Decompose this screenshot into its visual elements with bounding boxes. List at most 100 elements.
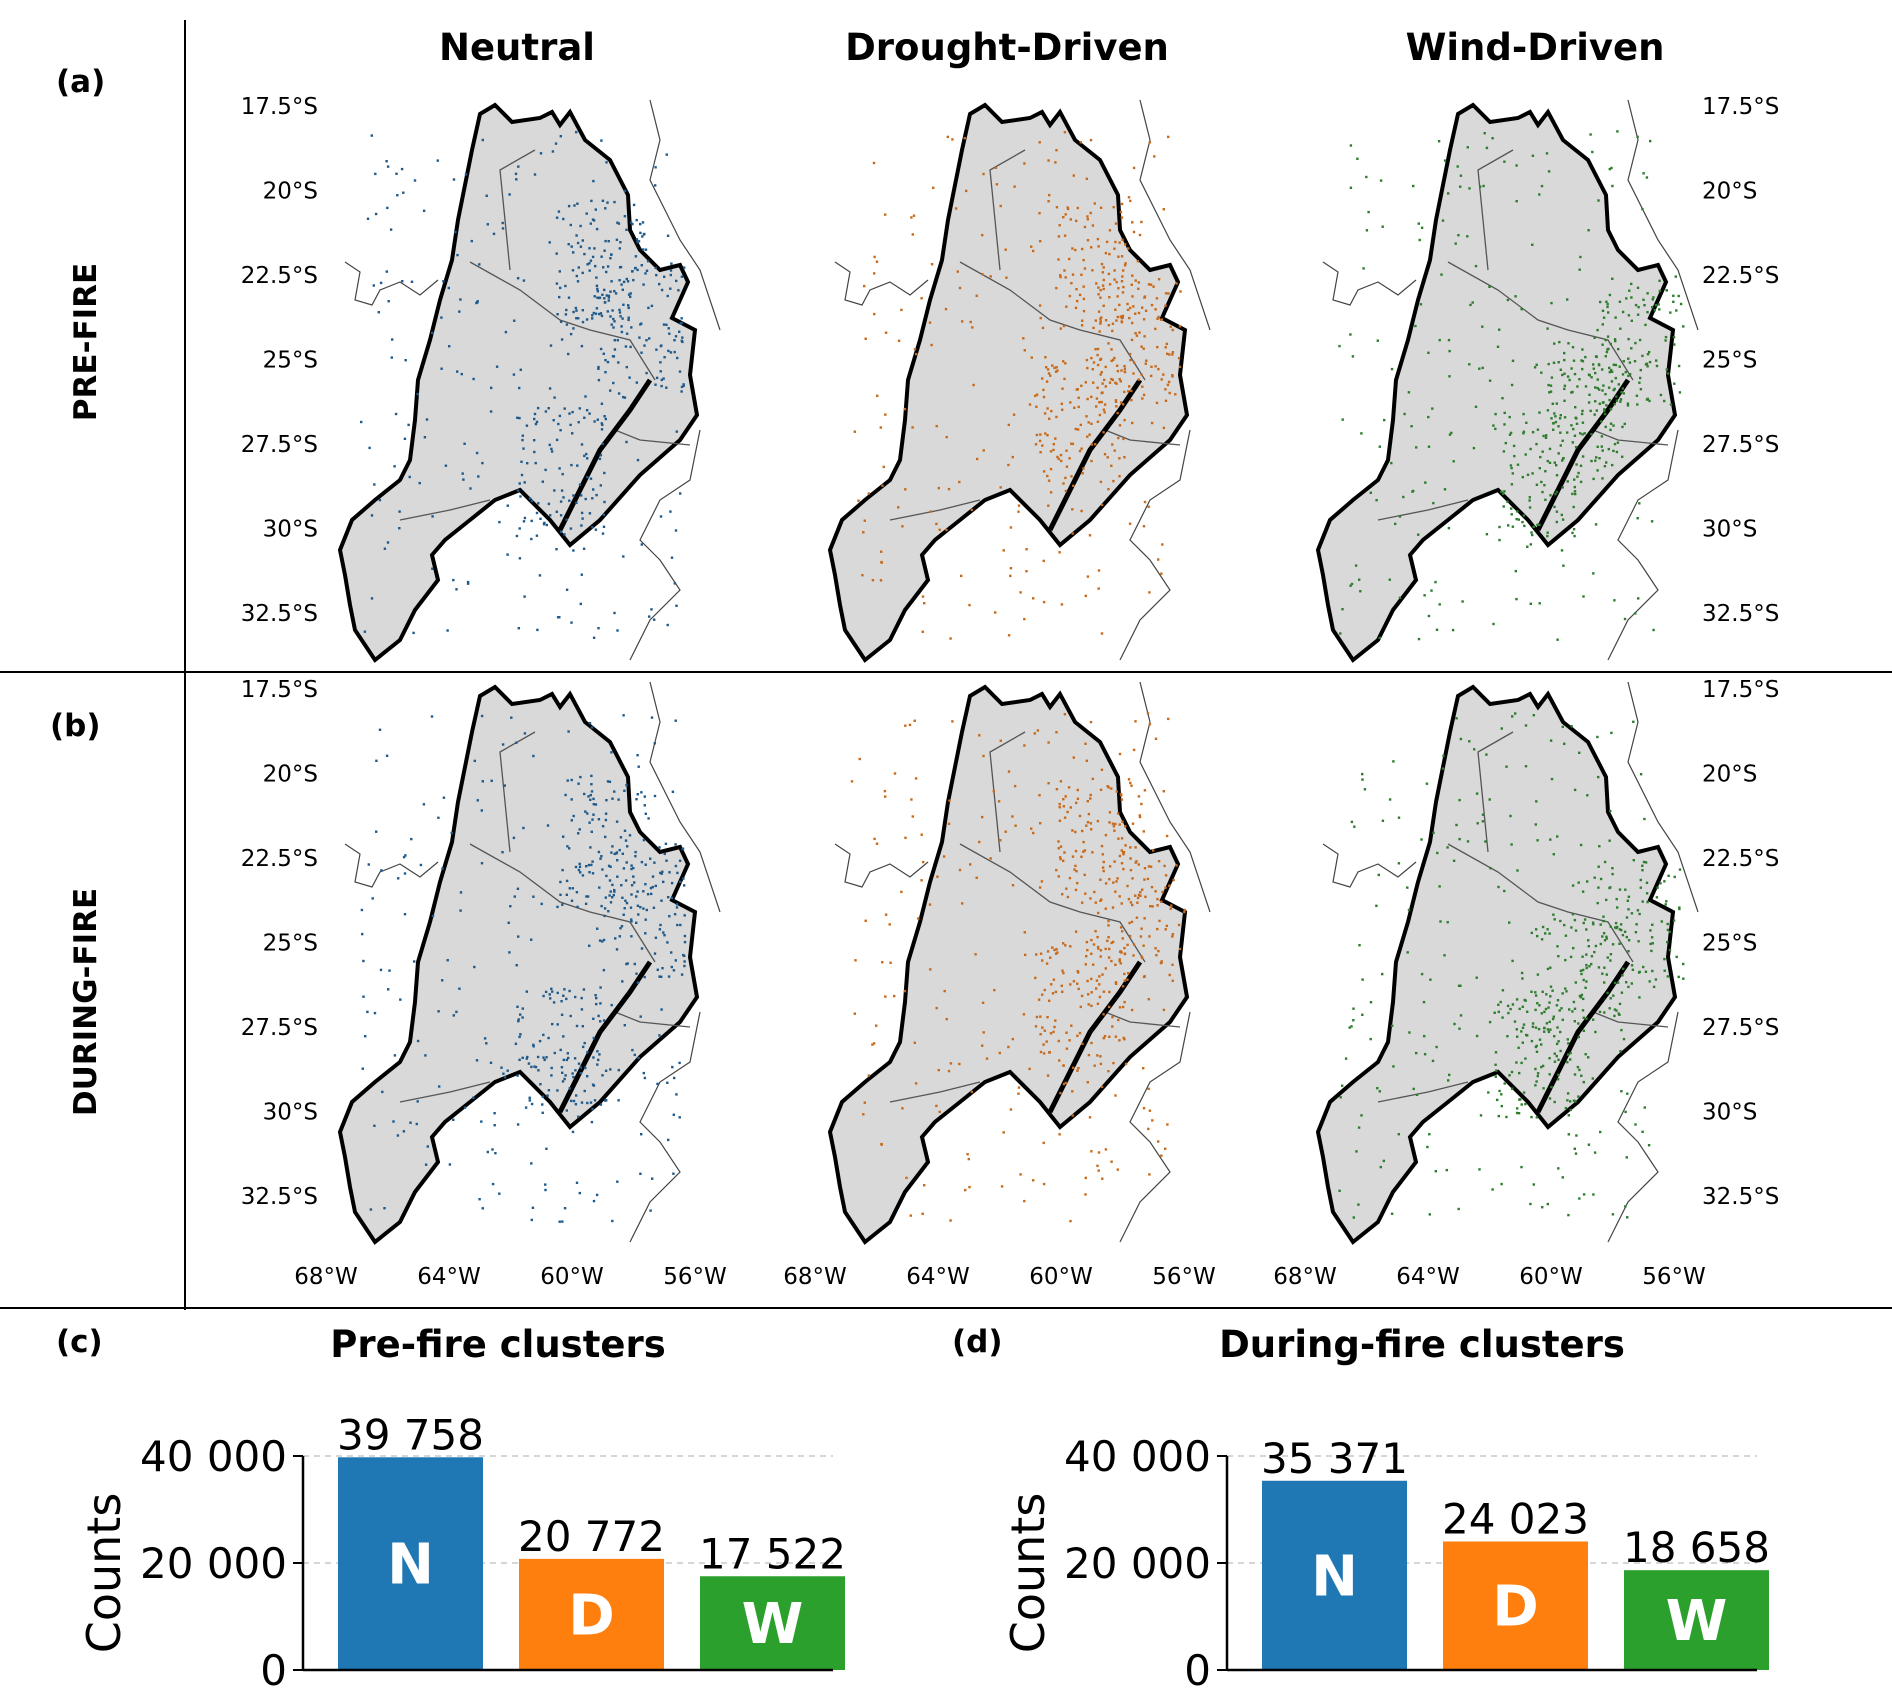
cluster-pixel	[616, 339, 619, 342]
cluster-pixel	[1628, 289, 1631, 292]
cluster-pixel	[1112, 940, 1115, 944]
cluster-pixel	[1512, 444, 1516, 448]
cluster-pixel	[1123, 456, 1126, 459]
cluster-pixel	[1023, 931, 1026, 934]
cluster-pixel	[565, 323, 569, 326]
cluster-pixel	[1164, 886, 1167, 889]
cluster-pixel	[1511, 1087, 1514, 1090]
cluster-pixel	[532, 1045, 535, 1048]
cluster-pixel	[580, 1008, 584, 1011]
cluster-pixel	[876, 394, 879, 397]
cluster-pixel	[621, 852, 624, 855]
cluster-pixel	[556, 1023, 559, 1026]
cluster-pixel	[1070, 282, 1073, 285]
cluster-pixel	[1009, 1108, 1013, 1111]
row-label-during-fire: DURING-FIRE	[68, 888, 104, 1116]
cluster-pixel	[1007, 770, 1011, 773]
cluster-pixel	[1516, 463, 1520, 466]
cluster-pixel	[1121, 937, 1124, 940]
cluster-pixel	[1071, 508, 1074, 511]
cluster-pixel	[1354, 564, 1358, 567]
cluster-pixel	[903, 407, 907, 411]
cluster-pixel	[508, 951, 511, 954]
cluster-pixel	[1154, 890, 1157, 893]
cluster-pixel	[1513, 454, 1516, 458]
cluster-pixel	[545, 1147, 548, 1150]
cluster-pixel	[494, 1152, 497, 1155]
cluster-pixel	[1119, 315, 1122, 318]
cluster-pixel	[644, 918, 647, 921]
cluster-pixel	[1479, 185, 1482, 188]
cluster-pixel	[375, 759, 378, 762]
cluster-pixel	[360, 420, 363, 424]
cluster-pixel	[602, 266, 605, 269]
cluster-pixel	[673, 582, 677, 585]
cluster-pixel	[586, 812, 589, 815]
cluster-pixel	[559, 1048, 562, 1052]
cluster-pixel	[935, 522, 938, 526]
cluster-pixel	[481, 138, 484, 142]
cluster-pixel	[1116, 295, 1119, 298]
cluster-pixel	[666, 941, 669, 944]
cluster-pixel	[518, 482, 521, 485]
cluster-pixel	[1540, 1043, 1543, 1046]
cluster-pixel	[1171, 979, 1174, 982]
cluster-pixel	[1078, 814, 1082, 818]
cluster-pixel	[1041, 377, 1044, 380]
cluster-pixel	[478, 263, 481, 266]
cluster-pixel	[558, 1220, 561, 1223]
cluster-pixel	[367, 863, 370, 866]
cluster-pixel	[563, 407, 566, 410]
cluster-pixel	[893, 994, 896, 998]
cluster-pixel	[1511, 359, 1515, 362]
cluster-pixel	[1646, 292, 1649, 295]
cluster-pixel	[1014, 824, 1017, 827]
cluster-pixel	[591, 526, 594, 529]
cluster-pixel	[1041, 993, 1044, 996]
cluster-pixel	[1645, 892, 1649, 895]
cluster-pixel	[880, 550, 883, 553]
cluster-pixel	[1059, 274, 1062, 277]
cluster-pixel	[1573, 434, 1577, 437]
cluster-pixel	[572, 549, 575, 552]
cluster-pixel	[1058, 1133, 1061, 1136]
internal-border	[499, 731, 536, 853]
cluster-pixel	[1096, 1002, 1100, 1005]
cluster-pixel	[1043, 1029, 1046, 1032]
cluster-pixel	[1341, 608, 1344, 611]
cluster-pixel	[542, 994, 545, 998]
cluster-pixel	[1607, 311, 1610, 314]
cluster-pixel	[586, 1051, 589, 1054]
cluster-pixel	[581, 1025, 584, 1028]
cluster-pixel	[1057, 1039, 1060, 1043]
cluster-pixel	[485, 194, 488, 197]
cluster-pixel	[1446, 846, 1449, 849]
cluster-pixel	[612, 355, 616, 358]
cluster-pixel	[1046, 368, 1050, 371]
cluster-pixel	[402, 855, 406, 859]
cluster-pixel	[1627, 908, 1630, 911]
cluster-pixel	[1135, 334, 1139, 337]
cluster-pixel	[548, 387, 552, 390]
internal-border	[1447, 261, 1634, 381]
cluster-pixel	[390, 356, 393, 359]
cluster-pixel	[667, 1138, 670, 1142]
cluster-pixel	[1491, 1188, 1494, 1191]
cluster-pixel	[1163, 864, 1166, 868]
cluster-pixel	[1091, 224, 1095, 227]
cluster-pixel	[1123, 979, 1126, 982]
cluster-pixel	[678, 1116, 681, 1119]
cluster-pixel	[1599, 923, 1602, 926]
cluster-pixel	[1124, 825, 1127, 828]
cluster-pixel	[1108, 821, 1111, 824]
cluster-pixel	[1609, 428, 1612, 432]
cluster-pixel	[1615, 450, 1619, 454]
cluster-pixel	[1096, 353, 1099, 357]
cluster-pixel	[1601, 401, 1605, 404]
cluster-pixel	[1378, 636, 1381, 640]
cluster-pixel	[976, 457, 979, 461]
country-border	[629, 429, 701, 661]
cluster-pixel	[1002, 1131, 1005, 1134]
cluster-pixel	[481, 780, 484, 783]
cluster-pixel	[1532, 714, 1535, 717]
